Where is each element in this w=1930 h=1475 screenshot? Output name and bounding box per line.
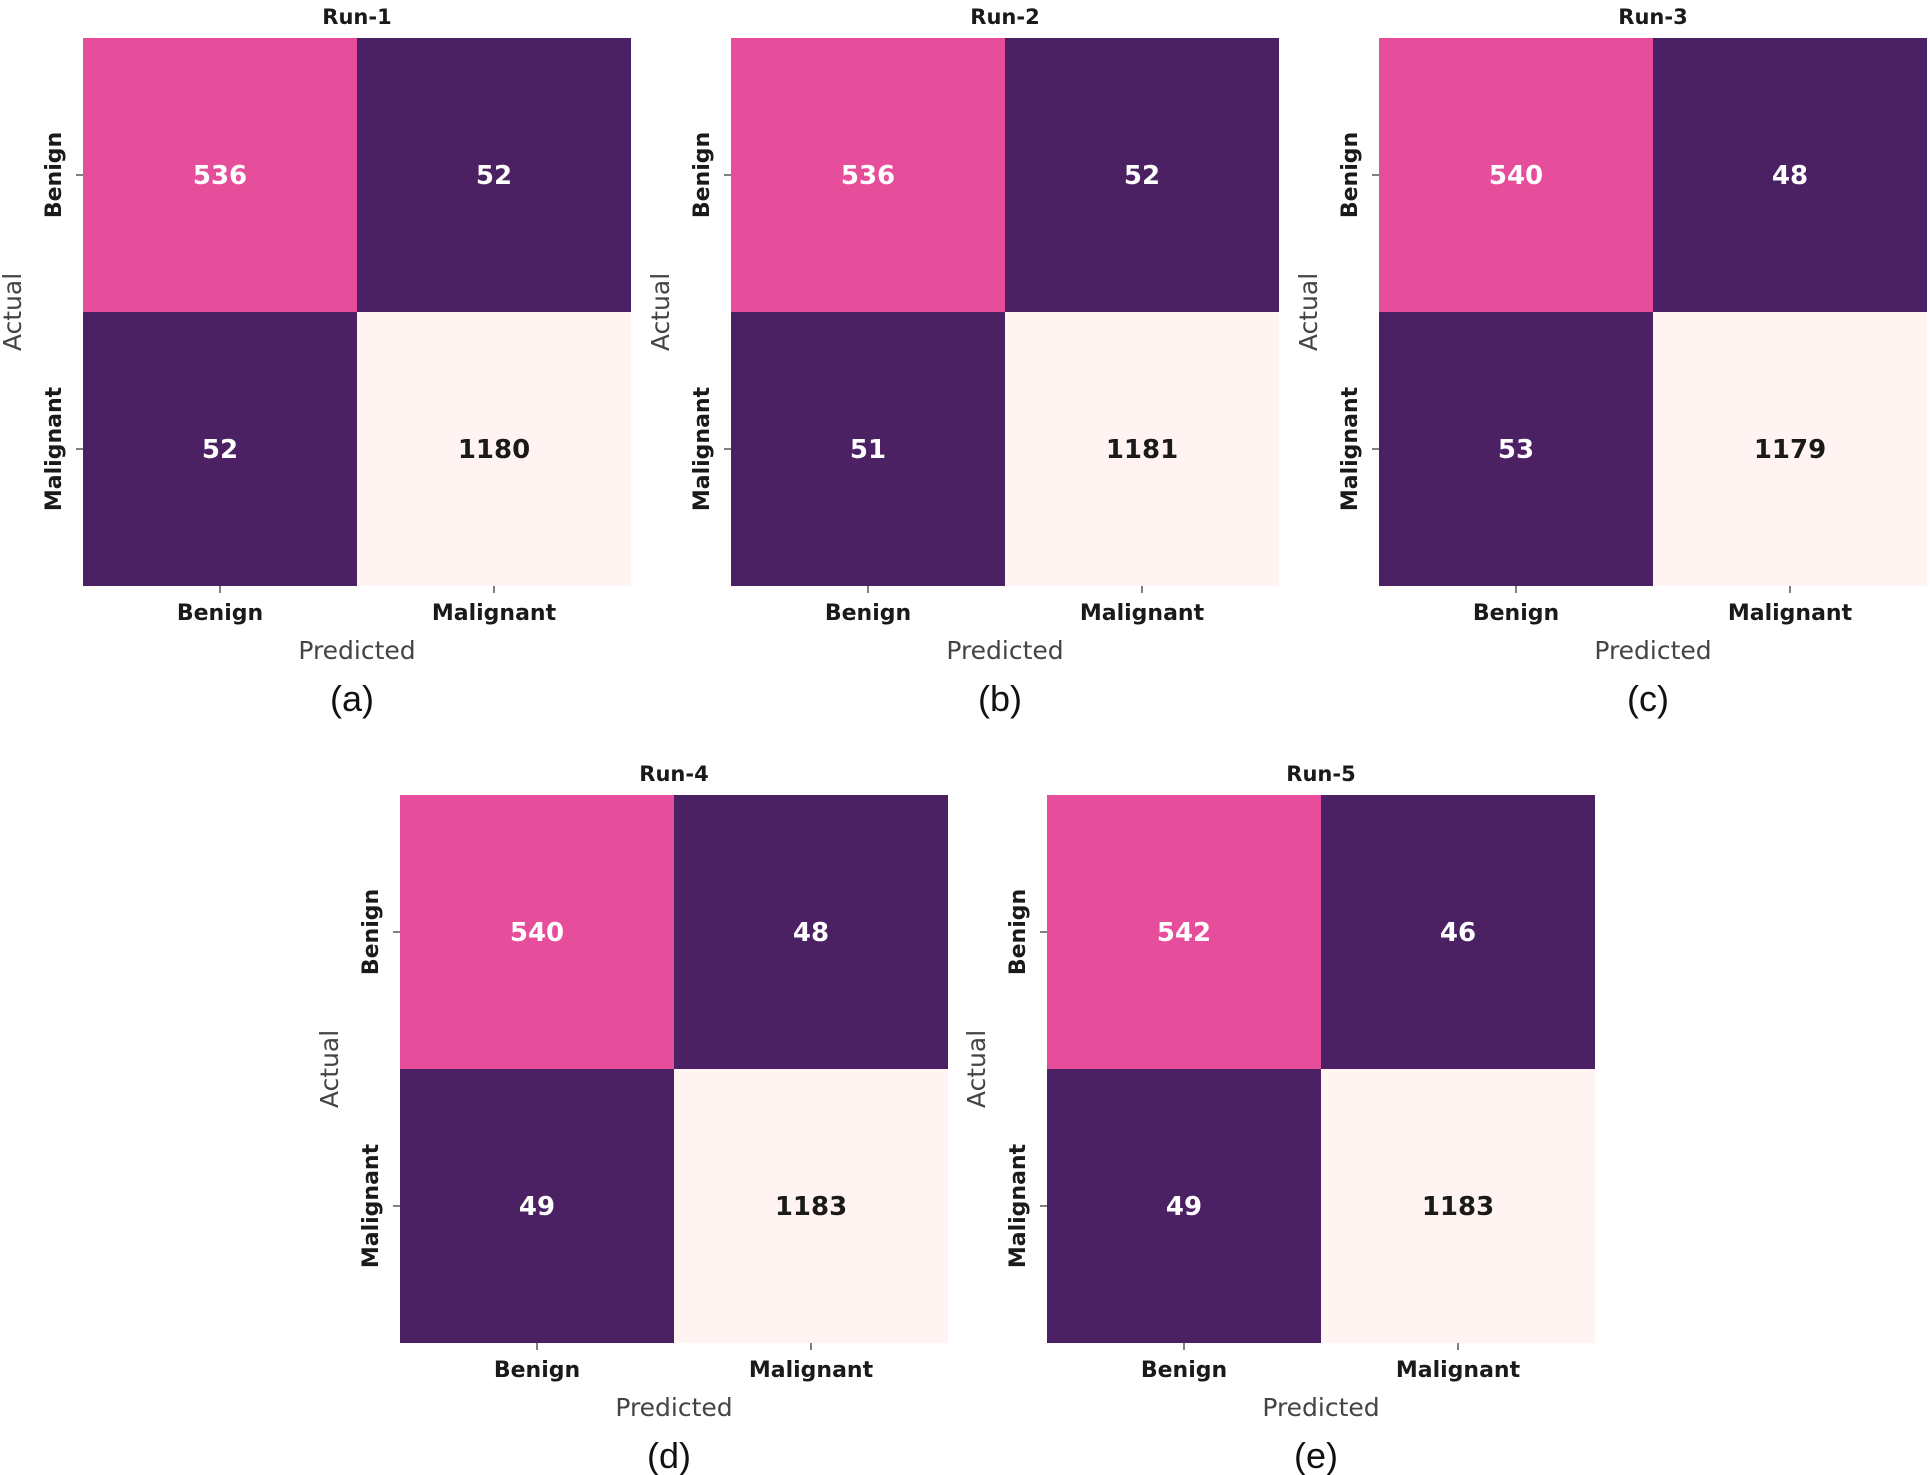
heatmap-cell xyxy=(400,795,674,1069)
panel-caption: (a) xyxy=(330,678,374,719)
heatmap-cell xyxy=(1653,38,1927,312)
panel-caption: (e) xyxy=(1294,1435,1338,1475)
cell-value-label: 46 xyxy=(1440,918,1476,948)
cell-value-label: 49 xyxy=(1166,1192,1202,1222)
heatmap-cell xyxy=(731,312,1005,586)
x-axis-label: Predicted xyxy=(298,636,415,665)
cell-value-label: 52 xyxy=(476,161,512,191)
cell-value-label: 536 xyxy=(841,161,895,191)
cell-value-label: 48 xyxy=(793,918,829,948)
cell-value-label: 536 xyxy=(193,161,247,191)
x-axis-label: Predicted xyxy=(946,636,1063,665)
cell-value-label: 540 xyxy=(510,918,564,948)
panel-caption: (c) xyxy=(1627,678,1669,719)
y-axis-label: Actual xyxy=(1294,273,1323,351)
cell-value-label: 1181 xyxy=(1106,435,1178,465)
x-tick-label: Malignant xyxy=(1396,1358,1521,1383)
chart-title: Run-1 xyxy=(322,5,391,29)
cell-value-label: 1179 xyxy=(1754,435,1826,465)
y-tick-label: Malignant xyxy=(1006,1143,1031,1268)
confusion-matrix-panel-5: Run-5 542 46 49 1183 Benign Malignant Benign Mal… xyxy=(962,762,1595,1475)
chart-title: Run-4 xyxy=(639,762,708,786)
confusion-matrix-panel-3: Run-3 540 48 53 1179 Benign Malignant Benign Mal… xyxy=(1294,5,1927,719)
y-tick-label: Benign xyxy=(359,889,384,975)
confusion-matrix-panel-2: Run-2 536 52 51 1181 Benign Malignant Benign Mal… xyxy=(646,5,1279,719)
panel-caption: (d) xyxy=(647,1435,691,1475)
x-tick-label: Malignant xyxy=(749,1358,874,1383)
heatmap-cell xyxy=(1653,312,1927,586)
heatmap-cell xyxy=(357,38,631,312)
x-tick-label: Malignant xyxy=(1728,601,1853,626)
x-tick-label: Benign xyxy=(1473,601,1559,626)
y-tick-label: Malignant xyxy=(359,1143,384,1268)
heatmap-cell xyxy=(1005,312,1279,586)
chart-title: Run-5 xyxy=(1286,762,1355,786)
chart-title: Run-3 xyxy=(1618,5,1687,29)
y-tick-label: Benign xyxy=(690,132,715,218)
y-axis-label: Actual xyxy=(315,1030,344,1108)
cell-value-label: 52 xyxy=(1124,161,1160,191)
heatmap-cell xyxy=(1379,312,1653,586)
cell-value-label: 49 xyxy=(519,1192,555,1222)
x-tick-label: Malignant xyxy=(1080,601,1205,626)
y-axis-label: Actual xyxy=(646,273,675,351)
cell-value-label: 542 xyxy=(1157,918,1211,948)
heatmap-cell xyxy=(1047,795,1321,1069)
y-axis-label: Actual xyxy=(962,1030,991,1108)
heatmap-cell xyxy=(1379,38,1653,312)
y-tick-label: Malignant xyxy=(1338,386,1363,511)
cell-value-label: 52 xyxy=(202,435,238,465)
panel-caption: (b) xyxy=(978,678,1022,719)
heatmap-cell xyxy=(674,1069,948,1343)
x-tick-label: Benign xyxy=(825,601,911,626)
heatmap-cell xyxy=(83,38,357,312)
y-tick-label: Malignant xyxy=(42,386,67,511)
heatmap-cell xyxy=(1005,38,1279,312)
heatmap-cell xyxy=(83,312,357,586)
y-tick-label: Benign xyxy=(1006,889,1031,975)
x-axis-label: Predicted xyxy=(1594,636,1711,665)
heatmap-cell xyxy=(731,38,1005,312)
heatmap-cell xyxy=(357,312,631,586)
heatmap-cell xyxy=(1047,1069,1321,1343)
cell-value-label: 1180 xyxy=(458,435,530,465)
y-axis-label: Actual xyxy=(0,273,27,351)
y-tick-label: Benign xyxy=(42,132,67,218)
confusion-matrix-panel-1: Run-1 536 52 52 1180 Benign Malignant Benign Mal… xyxy=(0,5,631,719)
x-tick-label: Benign xyxy=(1141,1358,1227,1383)
cell-value-label: 51 xyxy=(850,435,886,465)
y-tick-label: Benign xyxy=(1338,132,1363,218)
confusion-matrix-panel-4: Run-4 540 48 49 1183 Benign Malignant Benign Mal… xyxy=(315,762,948,1475)
heatmap-cell xyxy=(674,795,948,1069)
heatmap-cell xyxy=(1321,1069,1595,1343)
cell-value-label: 48 xyxy=(1772,161,1808,191)
cell-value-label: 1183 xyxy=(1422,1192,1494,1222)
x-axis-label: Predicted xyxy=(1262,1393,1379,1422)
x-tick-label: Malignant xyxy=(432,601,557,626)
heatmap-cell xyxy=(400,1069,674,1343)
x-tick-label: Benign xyxy=(494,1358,580,1383)
x-tick-label: Benign xyxy=(177,601,263,626)
cell-value-label: 1183 xyxy=(775,1192,847,1222)
cell-value-label: 540 xyxy=(1489,161,1543,191)
x-axis-label: Predicted xyxy=(615,1393,732,1422)
cell-value-label: 53 xyxy=(1498,435,1534,465)
heatmap-cell xyxy=(1321,795,1595,1069)
y-tick-label: Malignant xyxy=(690,386,715,511)
chart-title: Run-2 xyxy=(970,5,1039,29)
